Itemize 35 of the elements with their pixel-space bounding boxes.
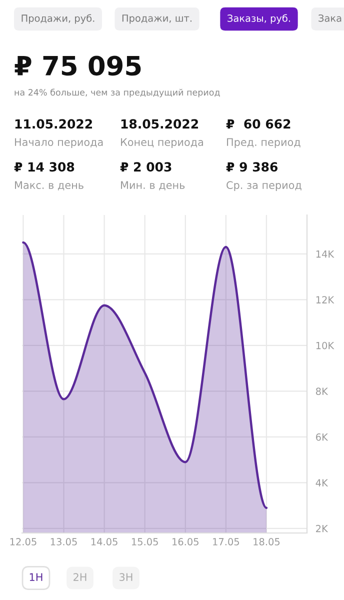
text: Заказы, руб.: [228, 14, 290, 24]
x-tick-label: 16.05: [172, 538, 198, 546]
y-tick-label: 4K: [316, 479, 328, 486]
text: 3Н: [120, 573, 132, 582]
x-tick-label: 15.05: [132, 538, 158, 546]
x-tick-label: 14.05: [91, 538, 118, 546]
text: Макс. в день: [15, 181, 84, 190]
text: 2Н: [74, 573, 86, 581]
chart-title: ₽ 75 095: [14, 56, 141, 76]
text: 11.05.2022: [15, 119, 92, 129]
y-tick-label: 6K: [316, 433, 328, 441]
x-tick-label: 18.05: [254, 538, 280, 546]
text: Зака: [318, 14, 342, 22]
chart-subtitle: на 24% больше, чем за предыдущий период: [14, 88, 220, 98]
text: ₽ 9 386: [226, 162, 278, 172]
text: Продажи, руб.: [22, 14, 94, 24]
text: Мин. в день: [121, 181, 185, 190]
text: Пред. период: [227, 138, 300, 148]
y-tick-label: 12K: [316, 296, 334, 304]
text: Продажи, шт.: [122, 14, 192, 24]
text: Ср. за период: [226, 181, 302, 192]
y-tick-label: 8K: [316, 388, 328, 395]
y-tick-label: 14K: [316, 250, 334, 258]
x-tick-label: 13.05: [50, 538, 77, 546]
text: ₽ 2 003: [120, 162, 172, 172]
y-tick-label: 2K: [316, 524, 328, 532]
text: 1Н: [30, 573, 42, 581]
text: Начало периода: [15, 138, 103, 148]
x-tick-label: 12.05: [10, 538, 36, 546]
text: ₽ 14 308: [14, 162, 74, 172]
x-tick-label: 17.05: [213, 538, 239, 546]
text: ₽ 60 662: [226, 119, 290, 129]
text: Конец периода: [121, 138, 204, 148]
y-tick-label: 10K: [316, 342, 334, 350]
text: 18.05.2022: [121, 119, 198, 129]
